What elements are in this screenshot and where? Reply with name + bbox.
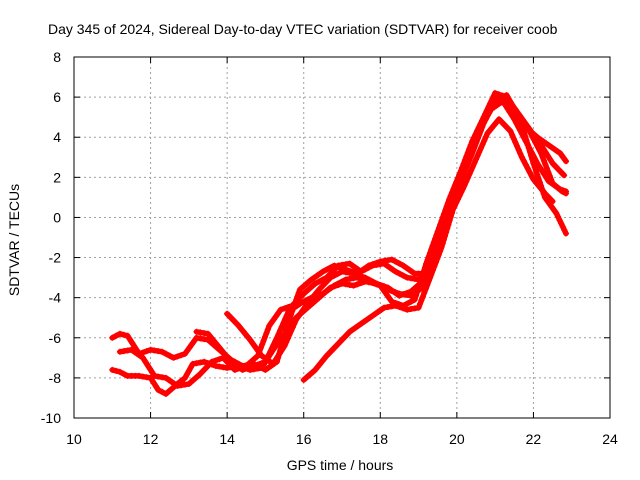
series-markers bbox=[109, 94, 569, 397]
grid bbox=[74, 57, 610, 418]
series-markers bbox=[109, 92, 569, 373]
x-tick-label: 16 bbox=[296, 431, 312, 447]
series-line bbox=[109, 92, 569, 373]
chart-title: Day 345 of 2024, Sidereal Day-to-day VTE… bbox=[48, 21, 558, 37]
x-tick-label: 12 bbox=[143, 431, 159, 447]
series-markers bbox=[224, 98, 569, 367]
x-axis-label: GPS time / hours bbox=[287, 457, 394, 473]
series-markers bbox=[116, 92, 569, 389]
y-tick-label: 4 bbox=[53, 129, 61, 145]
y-tick-label: -8 bbox=[49, 370, 62, 386]
data-series bbox=[109, 90, 569, 397]
y-tick-label: 0 bbox=[53, 209, 61, 225]
series-line bbox=[109, 94, 569, 397]
y-tick-label: -2 bbox=[49, 250, 62, 266]
series-trace-5 bbox=[300, 116, 556, 383]
series-trace-1 bbox=[109, 94, 569, 397]
series-markers bbox=[300, 116, 556, 383]
x-tick-label: 20 bbox=[449, 431, 465, 447]
x-tick-label: 10 bbox=[66, 431, 82, 447]
series-trace-6 bbox=[224, 98, 569, 367]
x-tick-label: 18 bbox=[372, 431, 388, 447]
x-tick-label: 24 bbox=[602, 431, 618, 447]
x-tick-label: 22 bbox=[526, 431, 542, 447]
series-trace-3 bbox=[116, 92, 569, 389]
y-tick-label: 2 bbox=[53, 169, 61, 185]
plot-frame bbox=[73, 56, 611, 419]
x-tick-label: 14 bbox=[219, 431, 235, 447]
y-tick-label: 8 bbox=[53, 49, 61, 65]
series-trace-2 bbox=[109, 92, 569, 373]
y-tick-label: 6 bbox=[53, 89, 61, 105]
y-tick-label: -10 bbox=[41, 410, 61, 426]
y-tick-label: -6 bbox=[49, 330, 62, 346]
y-axis-label: SDTVAR / TECUs bbox=[6, 184, 22, 296]
y-tick-label: -4 bbox=[49, 290, 62, 306]
